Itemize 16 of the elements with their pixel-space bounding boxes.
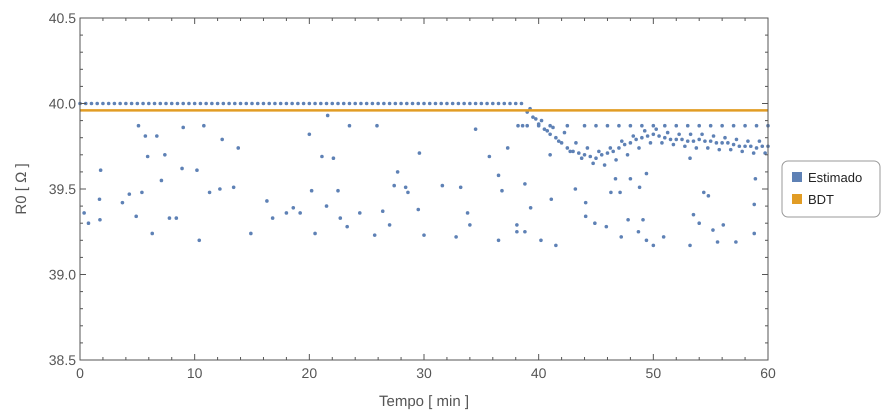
x-axis-title: Tempo [ min ] [378, 393, 470, 410]
x-tick-label: 10 [186, 365, 203, 381]
y-tick-label: 39.5 [48, 181, 76, 197]
x-tick-label: 60 [760, 365, 776, 381]
x-tick-label: 50 [646, 365, 662, 381]
y-tick-label: 40.0 [48, 96, 76, 112]
x-tick-label: 40 [530, 365, 547, 381]
y-axis-title: R0 [ Ω ] [13, 163, 30, 215]
x-tick-label: 0 [76, 365, 84, 381]
legend-label: Estimado [808, 170, 862, 185]
x-tick-label: 30 [416, 365, 432, 381]
legend-label: BDT [808, 192, 834, 207]
y-tick-label: 38.5 [48, 352, 76, 368]
y-tick-label: 40.5 [48, 10, 76, 26]
y-tick-label: 39.0 [48, 266, 76, 282]
x-tick-label: 20 [302, 365, 318, 381]
